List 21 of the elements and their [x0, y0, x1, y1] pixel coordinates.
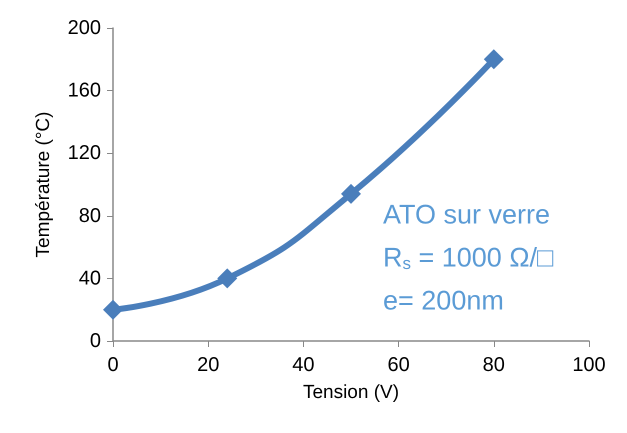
- y-tick-label: 200: [68, 17, 101, 39]
- x-tick-label: 60: [387, 354, 410, 376]
- x-tick-label: 20: [197, 354, 220, 376]
- point: [341, 184, 361, 204]
- point: [103, 300, 123, 320]
- x-tick-label: 80: [482, 354, 505, 376]
- y-tick-label: 80: [78, 204, 101, 227]
- annotation: Rs = 1000 Ω/□: [383, 242, 554, 273]
- point: [484, 49, 504, 70]
- y-tick-label: 40: [78, 267, 101, 290]
- point: [217, 268, 238, 288]
- annotation: e= 200nm: [383, 286, 504, 316]
- x-tick-label: 100: [572, 354, 606, 376]
- x-tick-label: 40: [292, 354, 315, 376]
- x-tick-label: 0: [107, 354, 119, 376]
- y-axis-title: Température (°C): [33, 112, 54, 258]
- x-axis-title: Tension (V): [302, 382, 400, 403]
- annotation: ATO sur verre: [383, 200, 550, 230]
- y-tick-label: 160: [68, 80, 101, 102]
- y-tick-label: 0: [90, 330, 101, 352]
- y-tick-label: 120: [68, 142, 101, 164]
